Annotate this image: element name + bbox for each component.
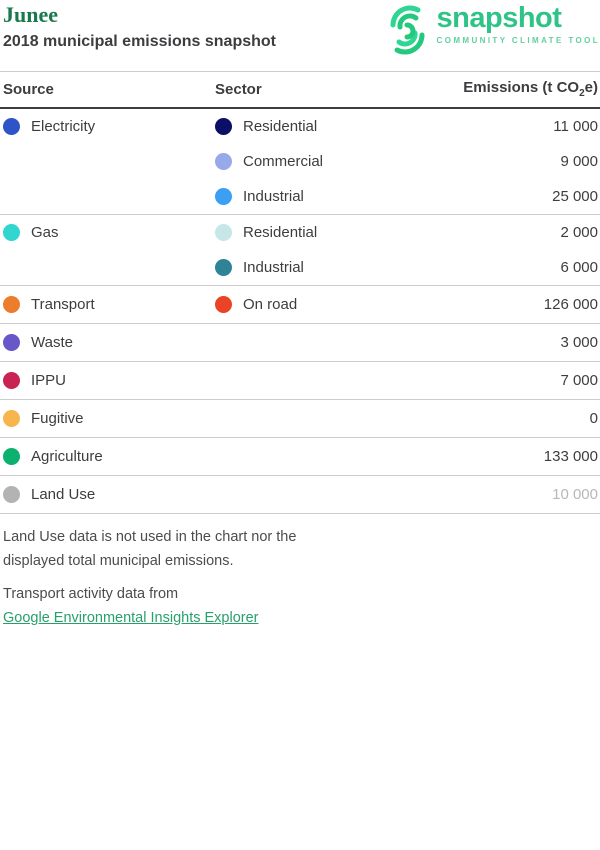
sector-cell: Industrial	[215, 188, 552, 205]
source-color-dot	[3, 486, 20, 503]
source-label: Fugitive	[31, 410, 84, 427]
snapshot-logo: snapshot COMMUNITY CLIMATE TOOL	[385, 2, 600, 56]
emissions-value: 126 000	[543, 296, 598, 313]
table-row: Industrial 6 000	[3, 250, 598, 285]
sector-cell: On road	[215, 296, 544, 313]
sector-label: Industrial	[243, 188, 304, 205]
source-cell: Gas	[3, 224, 215, 241]
sector-cell: Commercial	[215, 153, 560, 170]
source-group-land-use: Land Use 10 000	[0, 476, 600, 514]
sector-color-dot	[215, 296, 232, 313]
emissions-value: 6 000	[560, 259, 598, 276]
source-label: Waste	[31, 334, 73, 351]
source-cell: Fugitive	[3, 410, 215, 427]
source-cell: Land Use	[3, 486, 215, 503]
source-label: Transport	[31, 296, 95, 313]
sector-label: Residential	[243, 224, 318, 241]
land-use-note: Land Use data is not used in the chart n…	[3, 529, 297, 569]
source-color-dot	[3, 448, 20, 465]
source-group-gas: Gas Residential 2 000 Industrial 6 000	[0, 215, 600, 286]
emissions-value: 25 000	[552, 188, 598, 205]
snapshot-report-page: Junee 2018 municipal emissions snapshot …	[0, 0, 600, 630]
table-row: Commercial 9 000	[3, 144, 598, 179]
report-header: Junee 2018 municipal emissions snapshot …	[0, 0, 600, 56]
sector-cell: Residential	[215, 118, 553, 135]
sector-color-dot	[215, 188, 232, 205]
transport-note-text: Transport activity data from	[3, 586, 179, 602]
municipality-name: Junee	[3, 2, 58, 27]
column-header-source: Source	[3, 80, 54, 98]
source-color-dot	[3, 224, 20, 241]
emissions-value: 11 000	[553, 118, 598, 135]
source-cell: Electricity	[3, 118, 215, 135]
source-group-waste: Waste 3 000	[0, 324, 600, 362]
sector-color-dot	[215, 224, 232, 241]
emissions-table: Source Sector Emissions (t CO2e) Electri…	[0, 71, 600, 514]
source-group-agriculture: Agriculture 133 000	[0, 438, 600, 476]
source-group-electricity: Electricity Residential 11 000 Commercial 9 …	[0, 109, 600, 215]
sector-cell: Residential	[215, 224, 560, 241]
logo-wordmark: snapshot	[436, 2, 562, 34]
sector-label: On road	[243, 296, 298, 313]
source-cell: Transport	[3, 296, 215, 313]
column-header-emissions: Emissions (t CO2e)	[463, 79, 598, 99]
table-row: Transport On road 126 000	[3, 286, 598, 323]
source-label: Electricity	[31, 118, 96, 135]
sector-cell: Industrial	[215, 259, 560, 276]
sector-color-dot	[215, 118, 232, 135]
sector-color-dot	[215, 259, 232, 276]
table-row: Land Use 10 000	[3, 476, 598, 513]
source-color-dot	[3, 372, 20, 389]
table-row: Gas Residential 2 000	[3, 215, 598, 250]
source-cell: IPPU	[3, 372, 215, 389]
emissions-value: 2 000	[560, 224, 598, 241]
source-label: Agriculture	[31, 448, 103, 465]
emissions-value: 0	[589, 410, 598, 427]
column-header-sector: Sector	[215, 80, 262, 98]
source-color-dot	[3, 334, 20, 351]
table-row: Industrial 25 000	[3, 179, 598, 214]
logo-tagline: COMMUNITY CLIMATE TOOL	[436, 36, 600, 45]
emissions-value: 7 000	[560, 372, 598, 389]
source-label: Gas	[31, 224, 59, 241]
source-cell: Waste	[3, 334, 215, 351]
emissions-value: 9 000	[560, 153, 598, 170]
insights-explorer-link[interactable]: Google Environmental Insights Explorer	[3, 610, 259, 626]
sector-label: Industrial	[243, 259, 304, 276]
emissions-value: 133 000	[543, 448, 598, 465]
source-color-dot	[3, 296, 20, 313]
table-row: Waste 3 000	[3, 324, 598, 361]
logo-text: snapshot COMMUNITY CLIMATE TOOL	[437, 2, 600, 45]
sector-label: Residential	[243, 118, 318, 135]
source-label: IPPU	[31, 372, 67, 389]
emissions-value: 3 000	[560, 334, 598, 351]
sector-label: Commercial	[243, 153, 324, 170]
source-color-dot	[3, 118, 20, 135]
table-body: Electricity Residential 11 000 Commercial 9 …	[0, 109, 600, 514]
title-block: Junee 2018 municipal emissions snapshot	[3, 2, 276, 52]
transport-note: Transport activity data from Google Envi…	[3, 582, 338, 630]
page-title: 2018 municipal emissions snapshot	[3, 33, 276, 50]
source-color-dot	[3, 410, 20, 427]
snapshot-logo-icon	[390, 5, 425, 55]
table-row: Electricity Residential 11 000	[3, 109, 598, 144]
table-row: Agriculture 133 000	[3, 438, 598, 475]
table-header-row: Source Sector Emissions (t CO2e)	[0, 71, 600, 109]
source-group-transport: Transport On road 126 000	[0, 286, 600, 324]
emissions-value: 10 000	[552, 486, 598, 503]
table-row: IPPU 7 000	[3, 362, 598, 399]
source-group-fugitive: Fugitive 0	[0, 400, 600, 438]
source-cell: Agriculture	[3, 448, 215, 465]
sector-color-dot	[215, 153, 232, 170]
source-group-ippu: IPPU 7 000	[0, 362, 600, 400]
table-row: Fugitive 0	[3, 400, 598, 437]
source-label: Land Use	[31, 486, 96, 503]
footnotes: Land Use data is not used in the chart n…	[0, 514, 600, 630]
